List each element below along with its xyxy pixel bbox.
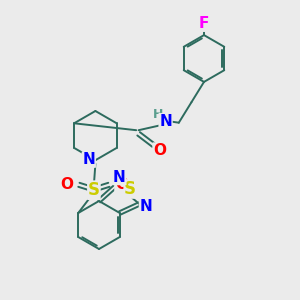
Text: H: H [153,108,163,121]
Text: N: N [113,169,126,184]
Text: N: N [82,152,95,167]
Text: S: S [88,181,100,199]
Text: F: F [199,16,209,31]
Text: O: O [60,177,73,192]
Text: N: N [140,199,152,214]
Text: O: O [115,177,128,192]
Text: O: O [153,143,166,158]
Text: N: N [159,114,172,129]
Text: S: S [124,180,136,198]
